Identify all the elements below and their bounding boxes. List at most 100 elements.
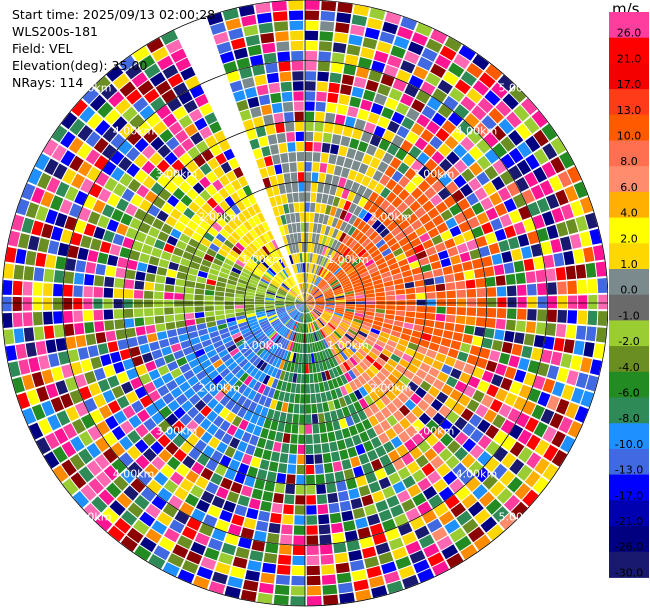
velocity-gate (224, 258, 235, 267)
velocity-gate (368, 70, 382, 83)
velocity-gate (151, 520, 168, 535)
velocity-gate (485, 318, 496, 328)
velocity-gate (324, 308, 334, 312)
velocity-gate (36, 386, 50, 402)
velocity-gate (156, 159, 170, 173)
velocity-gate (213, 340, 224, 349)
velocity-gate (471, 105, 487, 121)
velocity-gate (79, 386, 92, 401)
velocity-gate (312, 342, 316, 353)
velocity-gate (253, 530, 267, 542)
velocity-gate (210, 472, 223, 486)
velocity-gate (281, 339, 288, 349)
velocity-gate (418, 180, 431, 193)
velocity-gate (557, 281, 567, 295)
velocity-gate (294, 253, 298, 264)
velocity-gate (366, 144, 377, 156)
velocity-gate (407, 363, 419, 374)
velocity-gate (266, 165, 276, 177)
velocity-gate (467, 129, 482, 145)
colorbar-swatch (609, 269, 649, 296)
velocity-gate (392, 325, 403, 333)
velocity-gate (56, 410, 71, 426)
velocity-gate (297, 297, 305, 303)
velocity-gate (286, 295, 296, 300)
velocity-gate (277, 291, 286, 296)
velocity-gate (342, 349, 352, 359)
velocity-gate (310, 192, 317, 202)
velocity-gate (265, 305, 275, 309)
velocity-gate (213, 130, 227, 143)
velocity-gate (308, 333, 312, 343)
velocity-gate (157, 174, 171, 188)
velocity-gate (285, 245, 291, 255)
velocity-gate (422, 486, 438, 500)
velocity-gate (362, 546, 377, 559)
velocity-gate (279, 370, 286, 381)
velocity-gate (448, 62, 465, 78)
velocity-gate (477, 419, 491, 434)
velocity-gate (355, 310, 365, 315)
velocity-gate (291, 288, 298, 296)
velocity-gate (74, 219, 87, 234)
velocity-gate (527, 201, 541, 217)
velocity-gate (321, 314, 330, 321)
velocity-gate (298, 295, 305, 303)
velocity-gate (284, 494, 295, 505)
velocity-gate (194, 439, 207, 452)
velocity-gate (299, 303, 305, 312)
velocity-gate (25, 342, 37, 358)
velocity-gate (302, 253, 305, 263)
velocity-gate (113, 288, 124, 298)
velocity-gate (257, 592, 273, 604)
velocity-gate (432, 412, 445, 425)
velocity-gate (370, 249, 381, 259)
velocity-gate (326, 164, 335, 175)
velocity-gate (454, 431, 469, 446)
velocity-gate (53, 283, 63, 297)
velocity-gate (351, 413, 361, 424)
velocity-gate (278, 271, 286, 280)
velocity-gate (481, 222, 494, 235)
velocity-gate (496, 286, 507, 297)
velocity-gate (344, 530, 358, 542)
velocity-gate (305, 293, 307, 303)
velocity-gate (335, 303, 345, 306)
velocity-gate (83, 503, 101, 520)
velocity-gate (376, 305, 386, 310)
velocity-gate (260, 406, 269, 418)
velocity-gate (305, 303, 310, 312)
velocity-gate (389, 209, 401, 220)
velocity-gate (249, 367, 259, 378)
velocity-gate (291, 321, 297, 330)
velocity-gate (253, 328, 263, 336)
velocity-gate (301, 273, 304, 283)
velocity-gate (580, 357, 592, 373)
velocity-gate (583, 341, 595, 358)
velocity-gate (51, 366, 64, 382)
velocity-gate (380, 367, 391, 378)
velocity-gate (351, 160, 361, 172)
velocity-gate (308, 263, 312, 273)
velocity-gate (564, 185, 579, 202)
velocity-gate (274, 322, 283, 330)
velocity-gate (278, 184, 286, 195)
velocity-gate (342, 282, 352, 289)
velocity-gate (371, 585, 388, 598)
velocity-gate (28, 422, 44, 440)
velocity-gate (383, 64, 399, 78)
velocity-gate (176, 271, 187, 280)
velocity-gate (295, 303, 305, 307)
velocity-gate (175, 320, 186, 329)
velocity-gate (314, 296, 324, 300)
velocity-gate (460, 342, 471, 353)
velocity-gate (148, 204, 161, 217)
velocity-gate (251, 273, 261, 280)
velocity-gate (296, 312, 301, 322)
velocity-gate (415, 22, 433, 37)
velocity-gate (230, 204, 241, 215)
velocity-gate (310, 393, 317, 404)
velocity-gate (25, 250, 37, 266)
velocity-gate (180, 441, 193, 454)
velocity-gate (146, 264, 158, 274)
